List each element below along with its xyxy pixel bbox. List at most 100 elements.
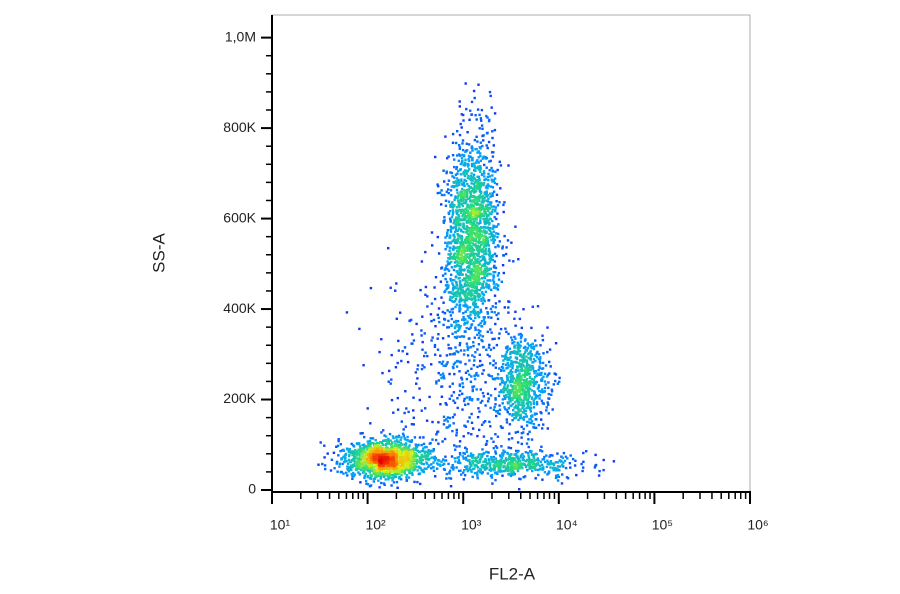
event-dot bbox=[495, 343, 499, 347]
event-dot bbox=[462, 316, 465, 319]
event-dot bbox=[410, 439, 413, 442]
event-dot bbox=[375, 475, 378, 478]
event-dot bbox=[455, 216, 458, 219]
event-dot bbox=[451, 332, 454, 335]
event-dot bbox=[479, 308, 482, 311]
event-dot bbox=[454, 298, 458, 301]
event-dot bbox=[505, 421, 509, 424]
event-dot bbox=[556, 461, 559, 464]
event-dot bbox=[418, 450, 421, 453]
event-dot bbox=[500, 462, 503, 465]
event-dot bbox=[484, 207, 488, 210]
event-dot bbox=[453, 165, 456, 169]
event-dot bbox=[537, 384, 541, 387]
event-dot bbox=[462, 304, 465, 307]
event-dot bbox=[503, 234, 506, 238]
event-dot bbox=[371, 464, 374, 467]
event-dot bbox=[531, 305, 534, 308]
event-dot bbox=[433, 286, 436, 289]
event-dot bbox=[511, 413, 514, 416]
event-dot bbox=[465, 107, 468, 111]
event-dot bbox=[511, 367, 514, 370]
event-dot bbox=[445, 403, 448, 406]
event-dot bbox=[352, 471, 355, 475]
event-dot bbox=[427, 465, 430, 469]
event-dot bbox=[425, 450, 428, 454]
event-dot bbox=[462, 113, 465, 117]
event-dot bbox=[541, 450, 544, 453]
event-dot bbox=[464, 190, 467, 193]
event-dot bbox=[339, 443, 342, 446]
event-dot bbox=[516, 460, 519, 464]
event-dot bbox=[522, 399, 525, 402]
event-dot bbox=[484, 420, 487, 423]
event-dot bbox=[422, 470, 425, 474]
event-dot bbox=[544, 383, 547, 386]
event-dot bbox=[360, 460, 363, 463]
event-dot bbox=[504, 468, 508, 471]
event-dot bbox=[549, 466, 552, 469]
event-dot bbox=[469, 252, 472, 255]
event-dot bbox=[456, 191, 459, 194]
event-dot bbox=[483, 269, 486, 273]
event-dot bbox=[503, 450, 507, 453]
event-dot bbox=[491, 192, 494, 195]
event-dot bbox=[445, 477, 448, 480]
event-dot bbox=[461, 153, 464, 157]
event-dot bbox=[444, 277, 447, 281]
event-dot bbox=[383, 457, 386, 460]
event-dot bbox=[451, 353, 454, 356]
event-dot bbox=[531, 342, 534, 345]
event-dot bbox=[533, 413, 537, 416]
event-dot bbox=[465, 342, 469, 345]
event-dot bbox=[452, 234, 455, 237]
event-dot bbox=[432, 448, 435, 452]
event-dot bbox=[324, 467, 327, 471]
event-dot bbox=[426, 354, 429, 358]
event-dot bbox=[391, 441, 394, 444]
event-dot bbox=[455, 181, 459, 185]
event-dot bbox=[468, 118, 471, 121]
event-dot bbox=[403, 446, 406, 449]
event-dot bbox=[390, 470, 393, 474]
event-dot bbox=[548, 372, 551, 375]
event-dot bbox=[450, 323, 453, 327]
event-dot bbox=[479, 266, 483, 270]
event-dot bbox=[477, 281, 480, 285]
event-dot bbox=[453, 241, 457, 244]
event-dot bbox=[455, 166, 459, 169]
event-dot bbox=[466, 283, 470, 286]
event-dot bbox=[448, 353, 452, 356]
event-dot bbox=[501, 454, 505, 457]
event-dot bbox=[459, 244, 463, 248]
event-dot bbox=[481, 399, 484, 403]
event-dot bbox=[468, 416, 471, 419]
event-dot bbox=[556, 382, 560, 385]
event-dot bbox=[475, 287, 478, 290]
event-dot bbox=[544, 364, 548, 367]
event-dot bbox=[513, 350, 516, 353]
event-dot bbox=[376, 471, 380, 474]
event-dot bbox=[446, 183, 449, 186]
event-dot bbox=[501, 264, 505, 267]
event-dot bbox=[452, 391, 456, 394]
event-dot bbox=[477, 323, 480, 327]
event-dot bbox=[518, 403, 521, 407]
event-dot bbox=[457, 350, 460, 354]
event-dot bbox=[469, 278, 472, 281]
event-dot bbox=[477, 251, 480, 254]
event-dot bbox=[480, 320, 484, 323]
event-dot bbox=[472, 278, 475, 281]
event-dot bbox=[476, 187, 480, 190]
event-dot bbox=[487, 223, 491, 226]
event-dot bbox=[346, 465, 349, 468]
event-dot bbox=[456, 154, 459, 157]
event-dot bbox=[445, 426, 448, 429]
event-dot bbox=[460, 252, 463, 255]
event-dot bbox=[516, 464, 519, 468]
dots bbox=[317, 82, 616, 491]
event-dot bbox=[509, 474, 513, 477]
event-dot bbox=[487, 458, 491, 462]
event-dot bbox=[465, 149, 469, 152]
event-dot bbox=[511, 461, 515, 464]
